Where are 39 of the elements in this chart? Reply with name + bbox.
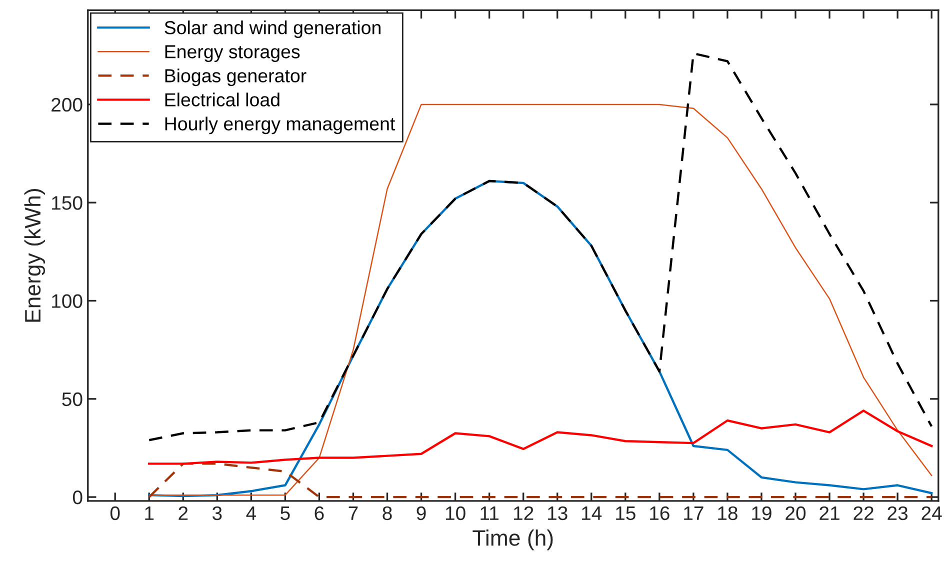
legend-label: Energy storages <box>165 45 300 62</box>
x-tick-label: 12 <box>514 506 534 520</box>
x-tick-label: 2 <box>178 506 188 520</box>
y-tick-label: 0 <box>72 490 82 504</box>
y-tick-label: 50 <box>62 392 82 406</box>
x-tick-label: 22 <box>854 506 874 520</box>
x-tick-label: 21 <box>820 506 840 520</box>
y-tick-label: 200 <box>52 98 82 112</box>
x-tick-label: 19 <box>752 506 772 520</box>
legend-label: Hourly energy management <box>165 116 396 134</box>
x-tick-label: 18 <box>718 506 738 520</box>
x-tick-label: 20 <box>786 506 806 520</box>
x-tick-label: 14 <box>582 506 602 520</box>
x-tick-label: 9 <box>416 506 426 520</box>
x-tick-label: 23 <box>888 506 908 520</box>
y-tick-label: 150 <box>52 196 82 210</box>
x-tick-label: 24 <box>922 506 942 520</box>
legend-label: Electrical load <box>165 92 280 106</box>
x-tick-label: 11 <box>480 506 498 520</box>
x-tick-label: 15 <box>616 506 636 520</box>
x-tick-label: 8 <box>382 506 392 520</box>
x-tick-label: 13 <box>548 506 568 520</box>
x-tick-label: 1 <box>145 506 154 520</box>
legend-label: Biogas generator <box>165 68 306 86</box>
y-tick-label: 100 <box>52 294 82 308</box>
x-axis-title: Time (h) <box>472 530 553 550</box>
line-series <box>148 410 933 465</box>
x-tick-label: 3 <box>212 506 222 520</box>
x-tick-label: 0 <box>110 506 120 520</box>
x-tick-label: 16 <box>650 506 670 520</box>
x-tick-label: 6 <box>314 506 324 520</box>
y-axis-title: Energy (kWh) <box>24 189 46 322</box>
x-tick-label: 10 <box>446 506 466 520</box>
x-tick-label: 4 <box>246 506 256 520</box>
x-tick-label: 5 <box>280 506 290 520</box>
line-series <box>148 462 933 498</box>
x-tick-label: 17 <box>684 506 704 520</box>
legend-label: Solar and wind generation <box>164 20 380 38</box>
x-tick-label: 7 <box>348 506 358 520</box>
